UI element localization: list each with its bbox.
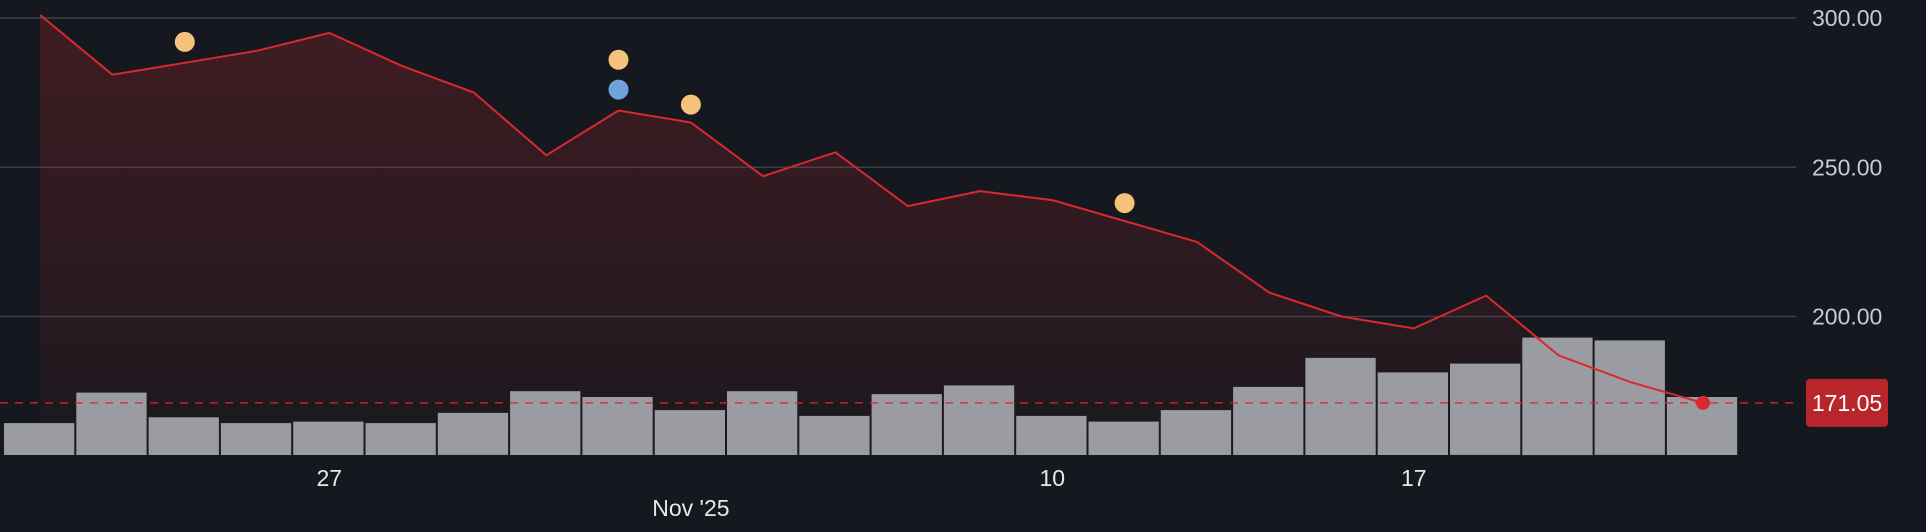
x-tick-label: 17 bbox=[1401, 465, 1427, 491]
volume-bar bbox=[510, 391, 581, 455]
volume-bar bbox=[1233, 386, 1304, 455]
y-axis: 300.00 250.00 200.00 bbox=[1812, 5, 1882, 330]
x-tick-label: 10 bbox=[1040, 465, 1066, 491]
volume-bar bbox=[1088, 421, 1159, 455]
volume-bar bbox=[654, 410, 725, 455]
y-tick-label: 200.00 bbox=[1812, 304, 1882, 330]
volume-bar bbox=[293, 421, 364, 455]
price-area bbox=[40, 15, 1704, 455]
price-area-fill bbox=[40, 15, 1704, 455]
earnings-marker[interactable] bbox=[608, 49, 629, 70]
volume-bar bbox=[1522, 337, 1593, 456]
last-price-badge-bg bbox=[1806, 378, 1888, 427]
last-price-point bbox=[1696, 395, 1710, 410]
volume-bar bbox=[76, 392, 147, 455]
volume-bar bbox=[799, 415, 870, 455]
x-tick-label: 27 bbox=[317, 465, 343, 491]
y-tick-label: 250.00 bbox=[1812, 154, 1882, 180]
last-price-label: 171.05 bbox=[1812, 390, 1882, 416]
dividend-marker[interactable] bbox=[608, 79, 629, 100]
x-axis: 27 10 17 Nov '25 bbox=[317, 465, 1427, 521]
earnings-marker[interactable] bbox=[680, 94, 701, 115]
volume-bar bbox=[1160, 410, 1232, 455]
event-markers[interactable] bbox=[174, 31, 1135, 214]
volume-bar bbox=[582, 397, 653, 455]
price-line-path bbox=[39, 14, 1704, 404]
volume-bar bbox=[871, 394, 942, 455]
volume-bar bbox=[148, 417, 219, 455]
volume-bar bbox=[220, 423, 292, 455]
volume-bar bbox=[365, 423, 436, 455]
earnings-marker[interactable] bbox=[174, 31, 195, 52]
volume-bar bbox=[943, 385, 1015, 455]
volume-bar bbox=[1377, 372, 1448, 455]
volume-bar bbox=[1016, 415, 1087, 455]
volume-bar bbox=[727, 391, 798, 455]
price-line bbox=[0, 14, 1800, 410]
volume-bar bbox=[1450, 363, 1521, 455]
volume-bar bbox=[437, 412, 509, 455]
volume-bar bbox=[4, 423, 75, 455]
x-month-label: Nov '25 bbox=[652, 495, 729, 521]
y-tick-label: 300.00 bbox=[1812, 5, 1882, 31]
earnings-marker[interactable] bbox=[1114, 193, 1135, 214]
last-price-badge: 171.05 bbox=[1806, 378, 1888, 427]
volume-bar bbox=[1594, 340, 1665, 455]
volume-bar bbox=[1305, 357, 1376, 455]
